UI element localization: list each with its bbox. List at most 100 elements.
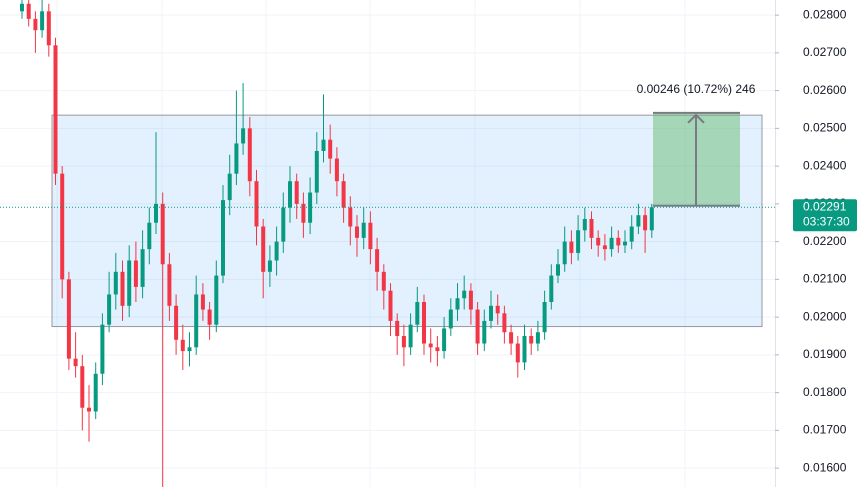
last-price-label: 0.02291 xyxy=(803,199,847,213)
candle-body xyxy=(529,335,534,344)
candle-body xyxy=(214,275,219,325)
candle-body xyxy=(93,373,98,412)
y-tick-label: 0.02200 xyxy=(803,234,847,248)
candle-body xyxy=(355,226,359,238)
candle-body xyxy=(489,305,493,321)
candle-body xyxy=(448,309,453,329)
candle-body xyxy=(609,237,614,250)
candle-body xyxy=(120,271,125,306)
candle-body xyxy=(234,143,239,174)
candle-body xyxy=(140,249,145,287)
candle-body xyxy=(549,275,554,303)
candle-body xyxy=(388,290,393,321)
candle-body xyxy=(375,249,380,272)
y-tick-label: 0.01900 xyxy=(803,347,847,361)
candle-body xyxy=(33,18,38,31)
candle-body xyxy=(127,260,132,306)
candle-body xyxy=(100,324,105,374)
candle-body xyxy=(462,290,467,299)
candle-body xyxy=(294,181,299,204)
candle-body xyxy=(636,215,641,227)
candle-body xyxy=(267,260,272,272)
candle-body xyxy=(468,290,473,310)
candle-body xyxy=(154,203,158,223)
candle-body xyxy=(26,3,31,19)
candle-body xyxy=(428,343,433,348)
measure-label: 0.00246 (10.72%) 246 xyxy=(637,82,756,96)
candle-body xyxy=(200,294,205,310)
candle-body xyxy=(247,128,252,182)
candle-body xyxy=(556,264,560,276)
measure-arrowhead xyxy=(687,113,705,124)
countdown: 03:37:30 xyxy=(803,214,850,228)
candle-body xyxy=(643,215,648,231)
candle-body xyxy=(180,339,185,352)
candle-body xyxy=(174,305,179,340)
y-tick-label: 0.02000 xyxy=(803,309,847,323)
candle-body xyxy=(522,335,527,363)
candle-body xyxy=(308,192,313,223)
candle-body xyxy=(381,271,386,291)
candle-body xyxy=(254,181,259,227)
candle-body xyxy=(515,343,520,363)
candle-body xyxy=(341,181,346,208)
candle-body xyxy=(281,207,286,242)
candle-body xyxy=(582,218,587,231)
y-tick-label: 0.02700 xyxy=(803,45,847,59)
candle-body xyxy=(87,407,91,412)
last-price-box xyxy=(793,199,857,232)
candle-body xyxy=(80,366,85,408)
y-tick-label: 0.02100 xyxy=(803,272,847,286)
candle-body xyxy=(415,302,420,325)
candle-body xyxy=(348,207,353,227)
candle-body xyxy=(401,335,406,348)
candle-body xyxy=(482,320,487,344)
y-tick-label: 0.02800 xyxy=(803,7,847,21)
candle-body xyxy=(576,230,581,253)
candle-body xyxy=(629,226,634,242)
y-tick-label: 0.01700 xyxy=(803,423,847,437)
candle-body xyxy=(535,332,540,344)
candle-body xyxy=(623,241,627,246)
candle-body xyxy=(274,241,279,261)
candle-body xyxy=(227,173,232,201)
candle-body xyxy=(475,309,480,344)
candle-body xyxy=(207,309,212,325)
candle-body xyxy=(495,305,500,314)
candle-body xyxy=(649,207,654,231)
candle-body xyxy=(60,173,65,280)
candle-body xyxy=(147,222,152,250)
candle-body xyxy=(20,3,24,12)
candle-body xyxy=(542,302,547,333)
candle-body xyxy=(602,245,607,250)
candle-body xyxy=(194,294,199,348)
candle-body xyxy=(509,332,514,344)
candle-body xyxy=(314,151,319,193)
candle-body xyxy=(66,279,71,359)
candle-body xyxy=(288,181,292,208)
candle-body xyxy=(40,11,45,31)
candle-body xyxy=(435,347,440,352)
candle-body xyxy=(334,158,339,182)
candle-body xyxy=(328,139,333,159)
y-tick-label: 0.01600 xyxy=(803,460,847,474)
candle-body xyxy=(596,237,601,246)
y-tick-label: 0.02500 xyxy=(803,121,847,135)
candle-body xyxy=(46,11,51,46)
candle-body xyxy=(422,302,426,344)
candle-body xyxy=(616,237,621,246)
candle-body xyxy=(442,328,447,352)
candle-body xyxy=(221,200,225,276)
candle-body xyxy=(455,298,460,310)
candle-body xyxy=(107,294,112,325)
candle-body xyxy=(361,222,366,238)
candle-body xyxy=(368,222,373,250)
candle-body xyxy=(133,260,138,287)
candle-body xyxy=(73,358,78,367)
candle-body xyxy=(408,324,413,348)
candle-body xyxy=(562,241,567,265)
y-tick-label: 0.02400 xyxy=(803,158,847,172)
candle-body xyxy=(241,128,246,144)
candle-body xyxy=(261,226,266,272)
